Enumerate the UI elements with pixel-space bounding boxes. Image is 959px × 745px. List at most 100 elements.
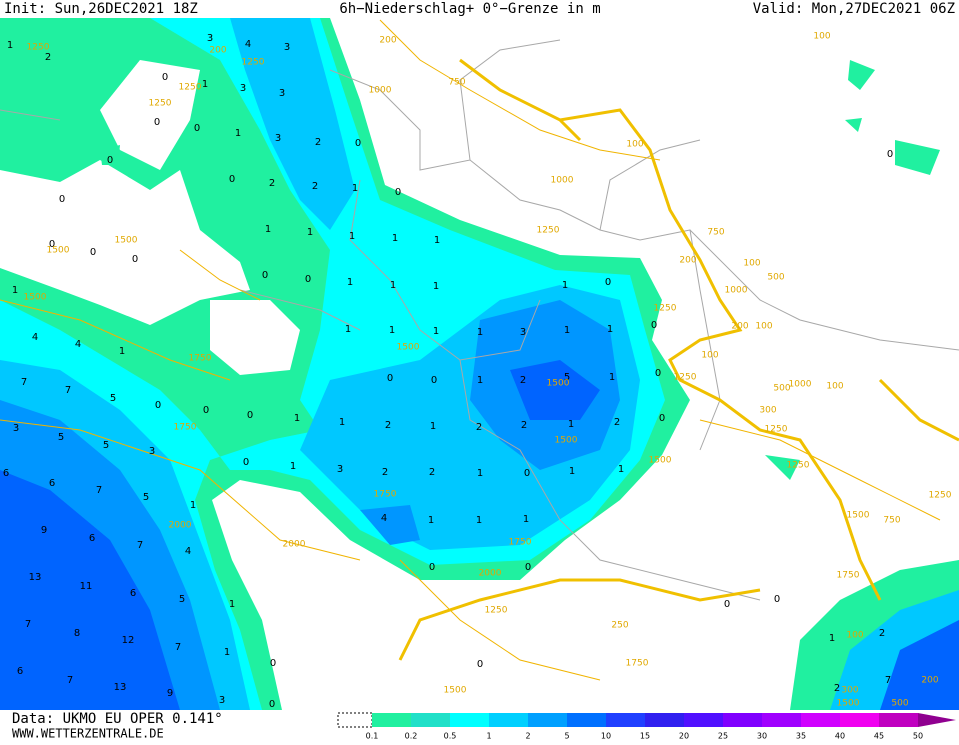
precip-value: 6 — [3, 468, 9, 479]
colorbar-segment — [762, 713, 801, 727]
contour-label: 100 — [701, 351, 718, 361]
contour-label: 1250 — [929, 491, 952, 501]
colorbar-segment — [606, 713, 645, 727]
contour-label: 100 — [813, 32, 830, 42]
contour-label: 1750 — [374, 490, 397, 500]
precip-value: 0 — [59, 194, 65, 205]
precip-value: 1 — [434, 235, 440, 246]
precip-value: 0 — [395, 187, 401, 198]
colorbar-segment — [489, 713, 528, 727]
precip-value: 1 — [607, 324, 613, 335]
precip-value: 1 — [477, 468, 483, 479]
precip-value: 3 — [219, 695, 225, 706]
contour-label: 500 — [773, 384, 790, 394]
precip-value: 1 — [476, 515, 482, 526]
precip-value: 2 — [879, 628, 885, 639]
contour-label: 1250 — [537, 226, 560, 236]
precip-value: 6 — [130, 588, 136, 599]
precip-value: 0 — [431, 375, 437, 386]
precip-value: 0 — [429, 562, 435, 573]
contour-label: 1000 — [551, 176, 574, 186]
precip-value: 1 — [564, 325, 570, 336]
precip-value: 1 — [7, 40, 13, 51]
contour-line — [0, 19, 941, 681]
contour-label: 1250 — [674, 373, 697, 383]
precip-value: 5 — [58, 432, 64, 443]
contour-label: 1500 — [847, 511, 870, 521]
contour-label: 1750 — [837, 571, 860, 581]
colorbar-segment — [840, 713, 879, 727]
precip-value: 0 — [525, 562, 531, 573]
contour-label: 100 — [755, 322, 772, 332]
precip-value: 4 — [75, 339, 81, 350]
contour-label: 200 — [379, 36, 396, 46]
contour-label: 1500 — [24, 293, 47, 303]
contour-label: 1000 — [369, 86, 392, 96]
precip-value: 4 — [185, 546, 191, 557]
colorbar-arrow — [918, 713, 956, 727]
precip-value: 1 — [345, 324, 351, 335]
precip-value: 0 — [655, 368, 661, 379]
precip-value: 2 — [385, 420, 391, 431]
precip-value: 4 — [245, 39, 251, 50]
precip-area-blue — [0, 300, 620, 710]
contour-label: 1000 — [725, 286, 748, 296]
colorbar-label: 0.1 — [366, 732, 379, 741]
precip-value: 0 — [90, 247, 96, 258]
precip-value: 7 — [65, 385, 71, 396]
precip-value: 9 — [167, 688, 173, 699]
precip-value: 0 — [355, 138, 361, 149]
precip-value: 1 — [390, 280, 396, 291]
contour-label: 1500 — [115, 236, 138, 246]
map-title: 6h−Niederschlag+ 0°−Grenze in m — [339, 1, 600, 17]
precip-value: 1 — [349, 231, 355, 242]
precip-value: 1 — [829, 633, 835, 644]
precip-value: 2 — [315, 137, 321, 148]
precip-value: 7 — [175, 642, 181, 653]
colorbar-segment — [879, 713, 918, 727]
website: WWW.WETTERZENTRALE.DE — [12, 727, 164, 741]
precip-value: 1 — [265, 224, 271, 235]
precip-value: 5 — [110, 393, 116, 404]
contour-label: 1250 — [654, 304, 677, 314]
precip-value: 5 — [103, 440, 109, 451]
colorbar-label: 40 — [835, 732, 845, 741]
precip-value: 1 — [224, 647, 230, 658]
precip-value: 7 — [25, 619, 31, 630]
colorbar-label: 15 — [640, 732, 650, 741]
colorbar-label: 0.2 — [405, 732, 418, 741]
colorbar-segment — [450, 713, 489, 727]
contour-label: 750 — [448, 78, 465, 88]
colorbar-label: 30 — [757, 732, 767, 741]
precip-value: 5 — [143, 492, 149, 503]
precip-value: 1 — [119, 346, 125, 357]
precip-value: 1 — [428, 515, 434, 526]
precip-value: 0 — [107, 155, 113, 166]
colorbar-label: 0.5 — [444, 732, 457, 741]
precip-value: 7 — [137, 540, 143, 551]
precip-value: 13 — [29, 572, 42, 583]
precip-value: 5 — [179, 594, 185, 605]
precip-value: 8 — [74, 628, 80, 639]
contour-label: 1250 — [27, 43, 50, 53]
precip-value: 6 — [17, 666, 23, 677]
precip-value: 6 — [49, 478, 55, 489]
precip-value: 1 — [523, 514, 529, 525]
precip-value: 7 — [885, 675, 891, 686]
precip-value: 7 — [67, 675, 73, 686]
precip-value: 1 — [609, 372, 615, 383]
contour-label: 1500 — [649, 456, 672, 466]
precip-value: 1 — [430, 421, 436, 432]
precip-value: 0 — [203, 405, 209, 416]
precip-value: 5 — [564, 372, 570, 383]
precip-area-se — [880, 620, 959, 710]
contour-label: 1000 — [789, 380, 812, 390]
contour-label: 2000 — [479, 569, 502, 579]
colorbar-label: 45 — [874, 732, 884, 741]
colorbar-label: 20 — [679, 732, 689, 741]
colorbar-segment — [528, 713, 567, 727]
precip-value: 0 — [305, 274, 311, 285]
precip-value: 0 — [132, 254, 138, 265]
contour-label: 1500 — [555, 436, 578, 446]
